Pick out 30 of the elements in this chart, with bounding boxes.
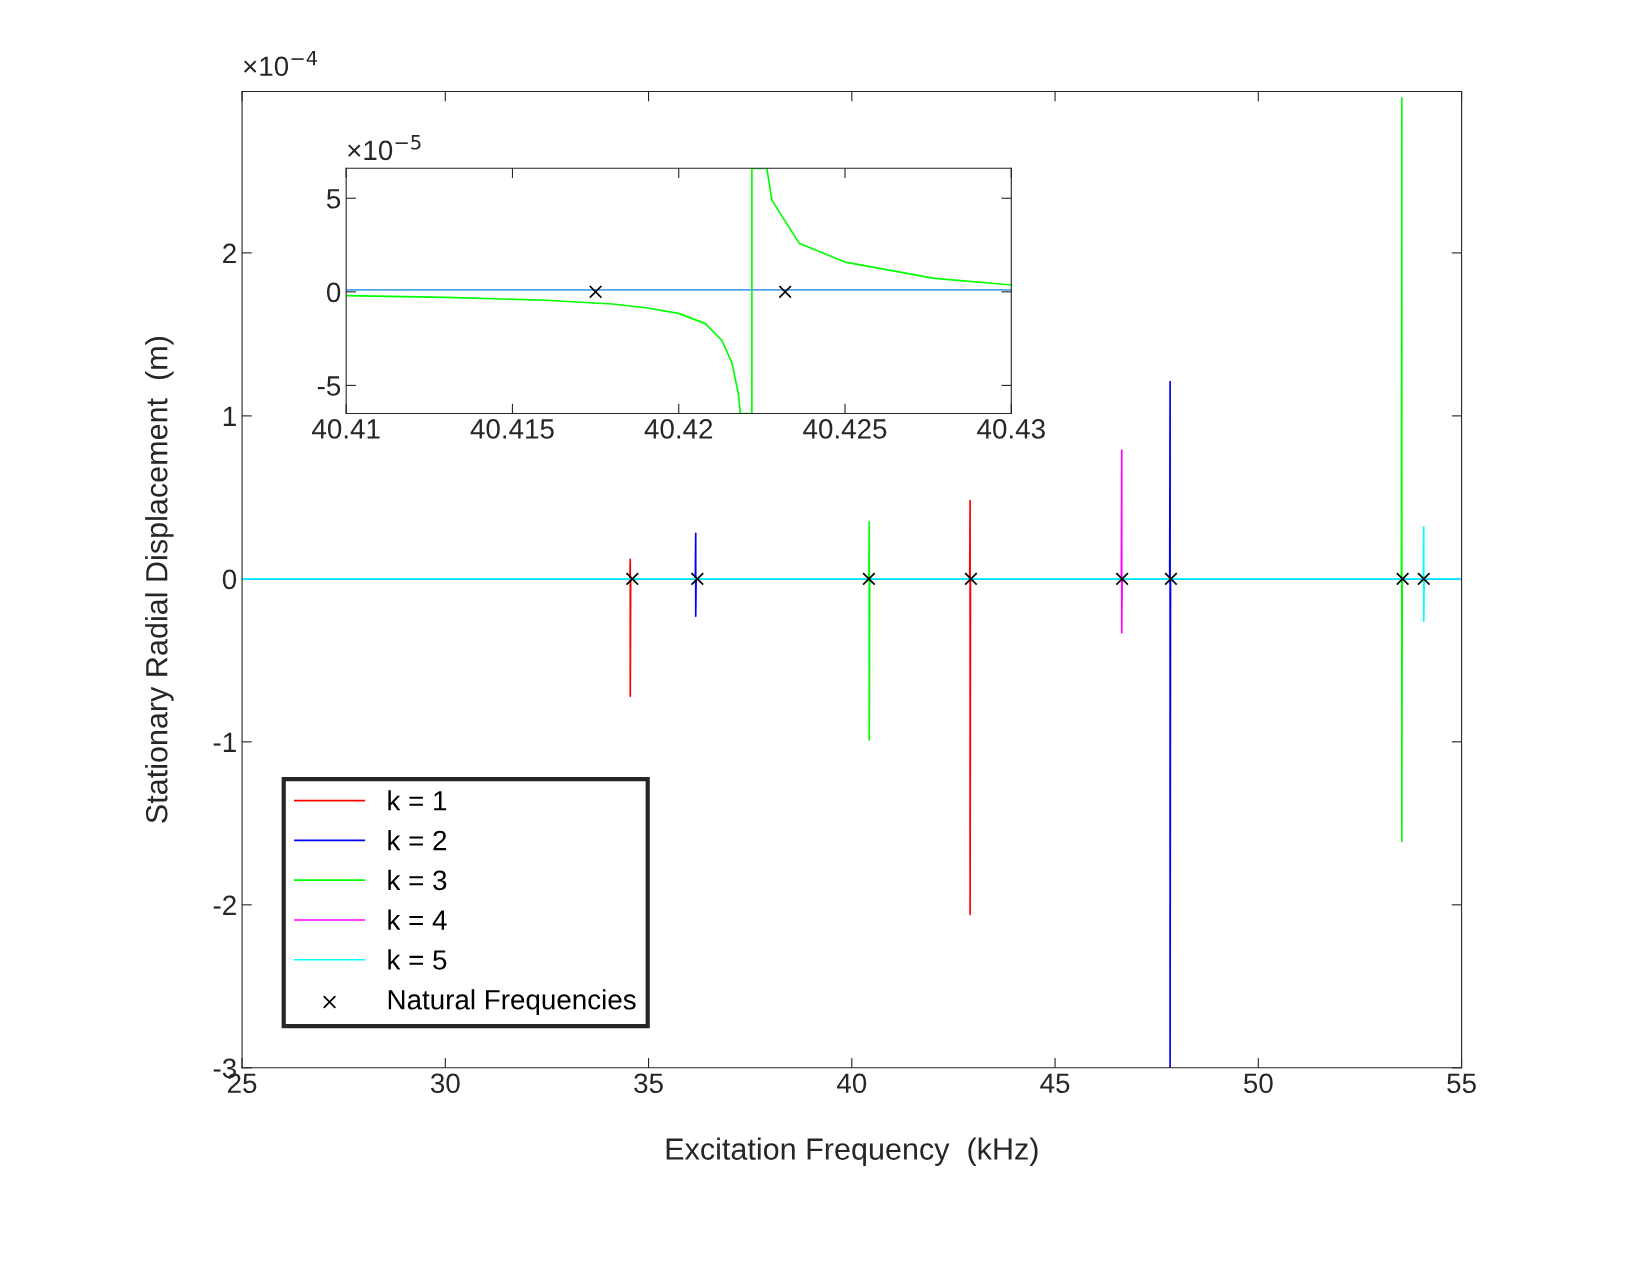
y-axis-title: Stationary Radial Displacement (m) — [145, 337, 174, 823]
legend-label: k = 5 — [388, 949, 447, 970]
x-tick-label: 40.415 — [470, 419, 554, 439]
y-tick-label: -2 — [213, 895, 236, 915]
text: ×10$^{−4}$ — [243, 51, 318, 77]
x-tick-label: 30 — [430, 1073, 460, 1094]
x-tick-label: 40.425 — [803, 419, 887, 439]
y-tick-label: 0 — [326, 282, 341, 303]
y-tick-label: 2 — [223, 243, 236, 263]
y-tick-label: 1 — [223, 406, 236, 426]
x-tick-label: 50 — [1243, 1073, 1273, 1094]
legend-label: k = 1 — [388, 790, 447, 811]
legend-label: Natural Frequencies — [388, 989, 636, 1016]
x-axis-title: Excitation Frequency (kHz) — [666, 1137, 1038, 1166]
line-series — [346, 168, 1012, 414]
y-tick-label: 0 — [222, 569, 237, 590]
y-tick-label: -5 — [317, 376, 341, 396]
legend-label: k = 2 — [388, 830, 447, 851]
legend-label: k = 4 — [388, 909, 447, 930]
x-tick-label: 40.43 — [977, 419, 1045, 439]
x-tick-label: 40.41 — [312, 419, 380, 439]
y-tick-label: -1 — [213, 732, 236, 752]
x-tick-label: 40.42 — [644, 419, 713, 439]
legend-label: k = 3 — [388, 869, 447, 891]
annotation: ×10$^{−5}$ — [348, 135, 421, 161]
x-tick-label: 35 — [634, 1073, 663, 1094]
y-tick-label: 5 — [326, 189, 341, 209]
x-tick-label: 45 — [1040, 1073, 1070, 1094]
x-tick-label: 40 — [837, 1073, 867, 1094]
x-tick-label: 55 — [1447, 1073, 1476, 1094]
